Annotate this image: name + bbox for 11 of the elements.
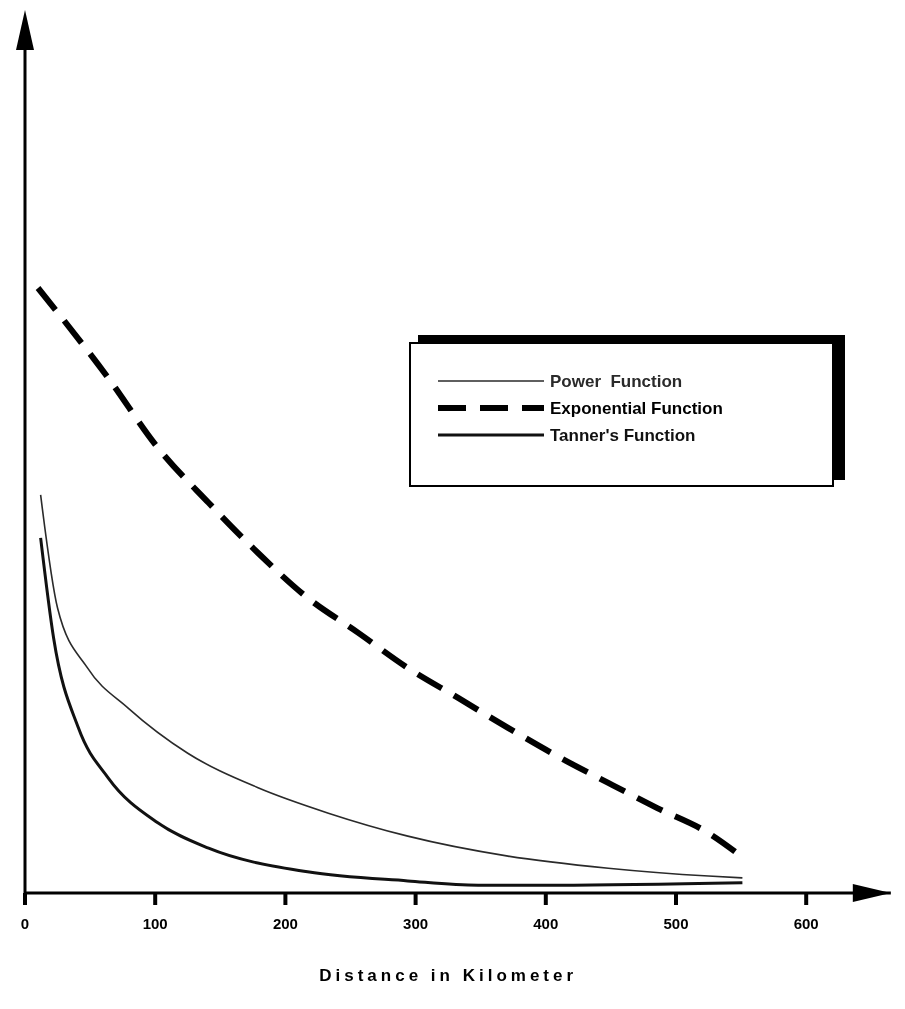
x-tick-label: 0 bbox=[20, 915, 30, 932]
text: Tanner's Function bbox=[550, 426, 696, 445]
x-tick-label: 400 bbox=[533, 915, 559, 932]
text: Exponential Function bbox=[550, 399, 723, 418]
x-tick-label: 500 bbox=[663, 915, 689, 932]
text: Power Function bbox=[550, 372, 683, 391]
x-tick-label: 200 bbox=[272, 915, 298, 932]
x-tick-label: 100 bbox=[142, 915, 168, 932]
x-tick-label: 300 bbox=[403, 915, 429, 932]
x-tick-label: 600 bbox=[793, 915, 819, 932]
x-axis-title: Distance in Kilometer bbox=[319, 966, 578, 985]
